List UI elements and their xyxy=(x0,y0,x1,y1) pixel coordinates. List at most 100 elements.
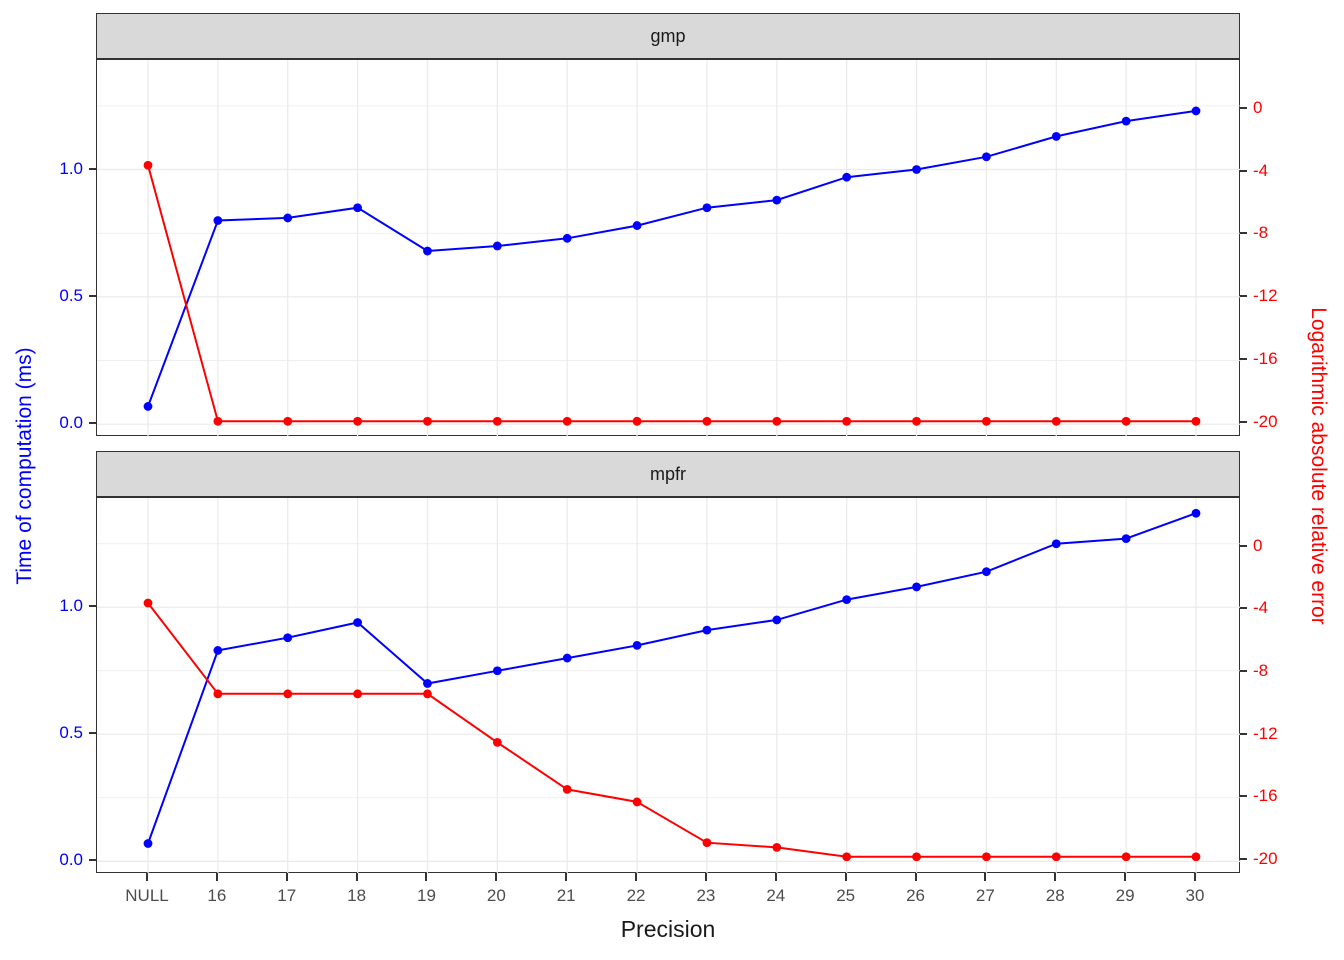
x-tick-mark xyxy=(844,873,847,881)
right-axis-tick-label: -4 xyxy=(1253,160,1269,180)
data-point xyxy=(702,416,712,426)
left-axis-tick-label: 0.5 xyxy=(59,723,83,743)
right-axis-tick-label: -20 xyxy=(1253,848,1278,868)
data-point xyxy=(982,152,991,162)
data-point xyxy=(213,646,223,655)
right-tick-mark xyxy=(1240,232,1247,235)
x-axis-tick-label: 24 xyxy=(766,886,786,905)
major-gridlines xyxy=(97,168,1241,425)
right-tick-mark xyxy=(1240,607,1247,610)
x-axis-tick-label: NULL xyxy=(125,886,169,905)
data-point xyxy=(143,598,153,608)
data-point xyxy=(1191,508,1201,518)
data-point xyxy=(1121,416,1131,426)
x-axis-tick-label: 25 xyxy=(836,886,856,905)
x-tick-mark xyxy=(774,873,777,881)
x-axis-tick-label: 21 xyxy=(556,886,576,905)
x-axis-tick-label: 22 xyxy=(626,886,646,905)
data-point xyxy=(492,241,502,251)
major-gridlines xyxy=(97,606,1241,862)
right-tick-mark xyxy=(1240,295,1247,298)
data-point xyxy=(632,640,642,650)
left-tick-mark xyxy=(89,859,96,862)
x-tick-mark xyxy=(984,873,987,881)
x-tick-mark xyxy=(704,873,707,881)
data-point xyxy=(213,689,223,699)
x-tick-mark xyxy=(285,873,288,881)
right-tick-mark xyxy=(1240,857,1247,860)
data-point xyxy=(1191,852,1201,862)
x-axis-title: Precision xyxy=(620,916,716,942)
left-tick-mark xyxy=(89,422,96,425)
right-tick-mark xyxy=(1240,169,1247,172)
facet-strip-mpfr: mpfr xyxy=(96,451,1240,497)
series-mpfr-error xyxy=(143,598,1201,862)
right-tick-mark xyxy=(1240,544,1247,547)
data-point xyxy=(702,838,712,848)
x-axis-tick-label: 23 xyxy=(696,886,716,905)
left-axis-tick-label: 1.0 xyxy=(59,158,83,178)
data-point xyxy=(842,172,852,182)
data-point xyxy=(772,416,782,426)
data-point xyxy=(353,689,363,699)
right-axis-tick-label: -8 xyxy=(1253,223,1269,243)
right-axis-tick-label: -8 xyxy=(1253,660,1269,680)
vertical-gridlines xyxy=(147,498,1197,874)
panel-mpfr xyxy=(96,497,1241,874)
data-point xyxy=(1121,852,1131,862)
data-point xyxy=(982,416,991,426)
data-point xyxy=(353,618,363,627)
data-point xyxy=(1051,416,1061,426)
left-y-axis-title: Time of computation (ms) xyxy=(13,347,36,585)
data-point xyxy=(912,416,921,426)
x-axis-tick-label: 19 xyxy=(416,886,436,905)
data-point xyxy=(283,213,293,223)
data-point xyxy=(1191,416,1201,426)
right-axis-tick-label: 0 xyxy=(1253,535,1263,555)
data-point xyxy=(912,852,921,862)
x-axis-tick-label: 30 xyxy=(1185,886,1205,905)
series-mpfr-time xyxy=(143,508,1201,848)
data-point xyxy=(353,416,363,426)
x-tick-mark xyxy=(355,873,358,881)
left-axis-tick-label: 0.5 xyxy=(59,285,83,305)
x-axis-tick-label: 20 xyxy=(486,886,506,905)
data-point xyxy=(492,666,502,676)
left-tick-mark xyxy=(89,605,96,608)
x-axis-tick-label: 29 xyxy=(1115,886,1135,905)
right-axis-tick-label: -16 xyxy=(1253,349,1278,369)
panel-gmp-plot-area xyxy=(97,60,1241,437)
right-tick-mark xyxy=(1240,420,1247,423)
left-tick-mark xyxy=(89,167,96,170)
right-tick-mark xyxy=(1240,732,1247,735)
right-tick-mark xyxy=(1240,358,1247,361)
data-point xyxy=(1051,852,1061,862)
series-gmp-error xyxy=(143,160,1201,426)
data-point xyxy=(842,595,852,605)
data-point xyxy=(283,416,293,426)
left-tick-mark xyxy=(89,732,96,735)
data-point xyxy=(283,689,293,699)
panel-mpfr-plot-area xyxy=(97,498,1241,874)
right-y-axis-title: Logarithmic absolute relative error xyxy=(1307,307,1330,625)
data-point xyxy=(842,416,852,426)
minor-gridlines xyxy=(97,543,1241,799)
data-point xyxy=(423,679,432,688)
data-point xyxy=(562,416,572,426)
data-point xyxy=(562,785,572,794)
data-point xyxy=(1121,116,1131,126)
right-axis-tick-label: -4 xyxy=(1253,598,1269,618)
data-point xyxy=(1191,106,1201,116)
data-point xyxy=(143,839,153,848)
data-point xyxy=(562,653,572,663)
data-point xyxy=(632,221,642,230)
data-point xyxy=(1051,132,1061,141)
data-point xyxy=(702,203,712,213)
left-axis-tick-label: 1.0 xyxy=(59,596,83,616)
x-tick-mark xyxy=(565,873,568,881)
x-tick-mark xyxy=(914,873,917,881)
left-axis-tick-label: 0.0 xyxy=(59,850,83,870)
data-point xyxy=(492,416,502,426)
left-tick-mark xyxy=(89,294,96,297)
